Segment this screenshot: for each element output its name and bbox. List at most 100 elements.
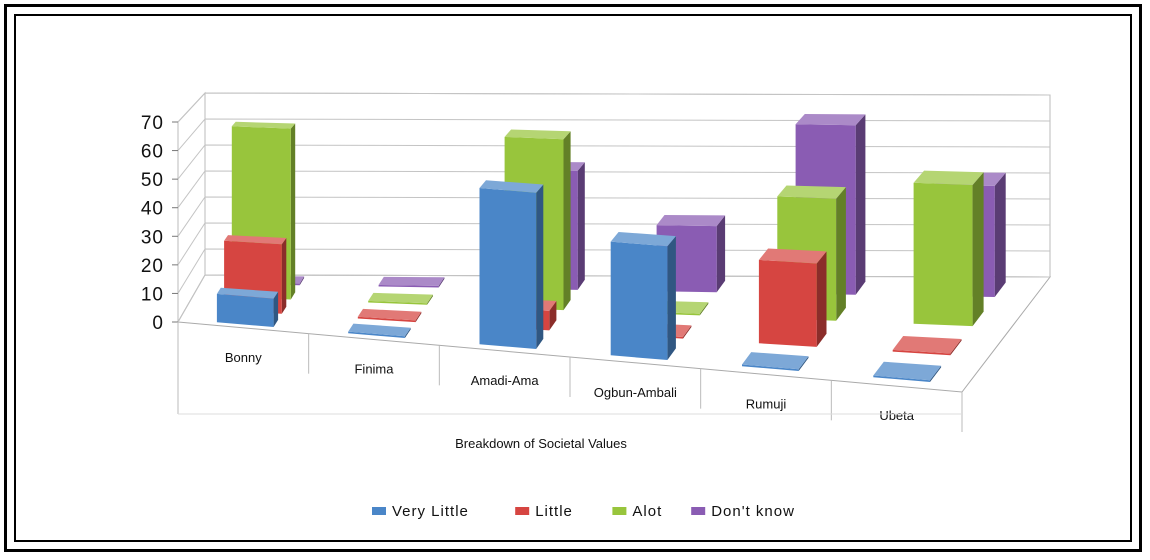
bar-little-ubeta [892, 336, 962, 356]
legend-swatch [691, 507, 706, 515]
legend-label: Don't know [711, 503, 795, 520]
x-tick-label: Ubeta [879, 408, 914, 423]
x-tick-label: Bonny [225, 350, 262, 365]
legend-label: Little [535, 503, 573, 520]
bar-front [758, 259, 817, 347]
bar-front [892, 349, 951, 356]
bar-top [368, 292, 433, 304]
bar-front [368, 300, 428, 305]
bar-front [873, 375, 930, 382]
inner-frame [14, 14, 1132, 542]
legend-label: Alot [632, 503, 662, 520]
bar-top [795, 114, 866, 126]
bar-side [427, 294, 433, 305]
bar-top [873, 361, 942, 381]
bar-top [777, 185, 846, 199]
bar-side [563, 131, 571, 311]
bar-top [216, 287, 279, 299]
bar-very-little-ogbun-ambali [610, 232, 676, 360]
bar-top [357, 308, 422, 321]
bar-top [610, 232, 676, 247]
bar-side [855, 114, 866, 295]
y-tick-label: 70 [141, 113, 164, 134]
bar-front [216, 293, 274, 327]
bar-top [913, 170, 984, 185]
bar-side [950, 339, 962, 356]
gridline [177, 196, 1051, 237]
category-labels: Bonny Finima Amadi-Ama Ogbun-Ambali Rumuji Ub… [177, 322, 963, 432]
legend: Very Little Little Alot Don't know [372, 503, 795, 520]
bar-side [299, 276, 305, 286]
x-tick-label: Finima [354, 362, 394, 377]
bar-top [656, 215, 726, 227]
bar-side [438, 277, 445, 288]
y-tick-label: 50 [141, 170, 164, 191]
bar-very-little-finima [348, 323, 411, 338]
bar-side [930, 365, 942, 382]
y-tick-label: 30 [141, 227, 164, 248]
gridline [177, 222, 1051, 266]
y-tick-label: 20 [141, 256, 164, 277]
bar-side [699, 302, 709, 316]
bar-very-little-rumuji [742, 352, 809, 371]
bar-front [742, 364, 799, 371]
bar-side [667, 236, 676, 360]
bar-side [415, 311, 422, 323]
bar-front [348, 331, 405, 338]
bar-front [357, 316, 416, 323]
y-tick-label: 10 [141, 284, 164, 305]
bar-side [716, 215, 726, 293]
bar-side [290, 123, 296, 300]
bar-side [404, 327, 411, 338]
bar-side [836, 187, 846, 321]
bar-top [348, 323, 411, 337]
bar-alot-ubeta [913, 170, 984, 327]
x-tick-label: Rumuji [746, 397, 787, 412]
bar-side [816, 251, 827, 347]
x-tick-label: Ogbun-Ambali [594, 385, 677, 400]
bar-side [536, 184, 544, 349]
bar-top [742, 352, 809, 370]
bar-front [378, 284, 439, 288]
x-axis-title: Breakdown of Societal Values [455, 436, 627, 451]
y-tick-label: 40 [141, 199, 164, 220]
bar-side [549, 301, 557, 331]
bar-alot-finima [368, 292, 433, 305]
bar-side [273, 291, 279, 327]
legend-swatch [612, 507, 627, 515]
bar-little-finima [357, 308, 422, 323]
y-tick-label: 60 [141, 142, 164, 163]
bar-top [231, 121, 296, 129]
x-tick-label: Amadi-Ama [471, 373, 540, 388]
bar-top [892, 336, 962, 354]
bar-front [479, 188, 537, 349]
bar-front [610, 241, 668, 360]
y-axis-ticks: 70 60 50 40 30 20 10 0 [141, 113, 164, 334]
bar-side [798, 356, 809, 371]
gridline [177, 170, 1051, 208]
bar-very-little-ubeta [873, 361, 942, 382]
legend-swatch [515, 507, 530, 515]
outer-frame [4, 4, 1142, 552]
bar-little-rumuji [758, 248, 827, 347]
bars [216, 114, 1006, 382]
bar-don-t-know-finima [378, 276, 445, 288]
bar-side [281, 238, 287, 314]
legend-label: Very Little [392, 503, 469, 520]
bar-side [577, 162, 585, 290]
bar-top [504, 129, 571, 140]
bar-side [994, 172, 1006, 297]
bar-top [224, 235, 287, 245]
gridline [177, 144, 1051, 180]
bar-side [683, 325, 692, 339]
gridline [177, 118, 1051, 151]
bar-very-little-bonny [216, 287, 279, 327]
gridline [177, 92, 1051, 123]
bar-top [378, 276, 445, 286]
bar-very-little-amadi-ama [479, 180, 544, 349]
bar-top [758, 248, 827, 264]
bar-side [972, 172, 984, 327]
y-tick-label: 0 [152, 313, 164, 334]
bar-front [913, 182, 973, 327]
